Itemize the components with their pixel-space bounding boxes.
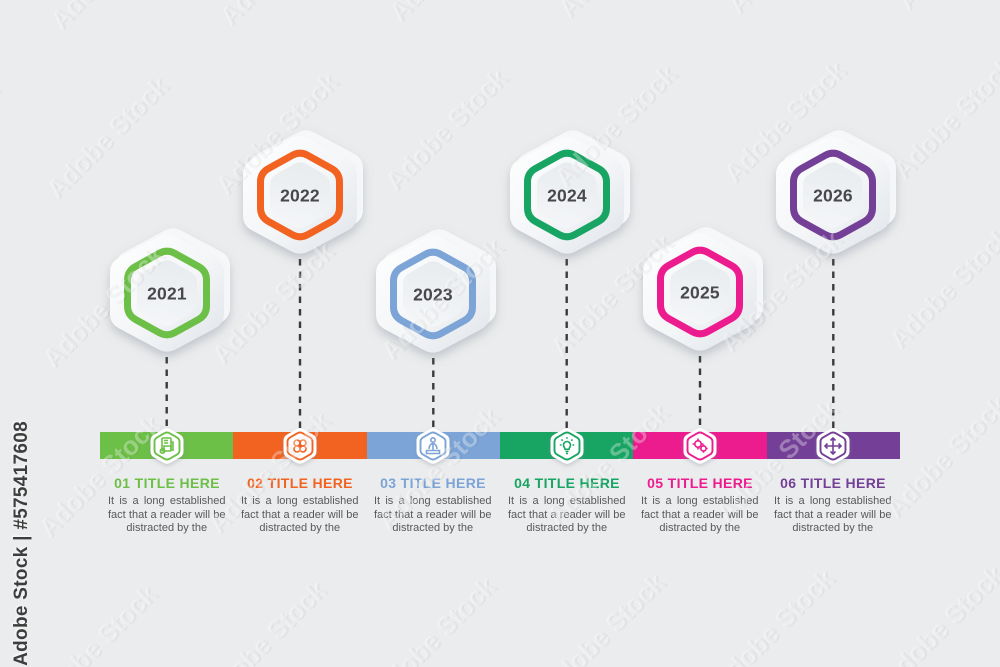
svg-text:2024: 2024 xyxy=(547,185,587,205)
svg-text:2023: 2023 xyxy=(413,284,453,304)
svg-text:2021: 2021 xyxy=(147,283,187,303)
svg-text:2022: 2022 xyxy=(280,185,320,205)
svg-text:2025: 2025 xyxy=(680,282,720,302)
svg-text:2026: 2026 xyxy=(813,185,853,205)
